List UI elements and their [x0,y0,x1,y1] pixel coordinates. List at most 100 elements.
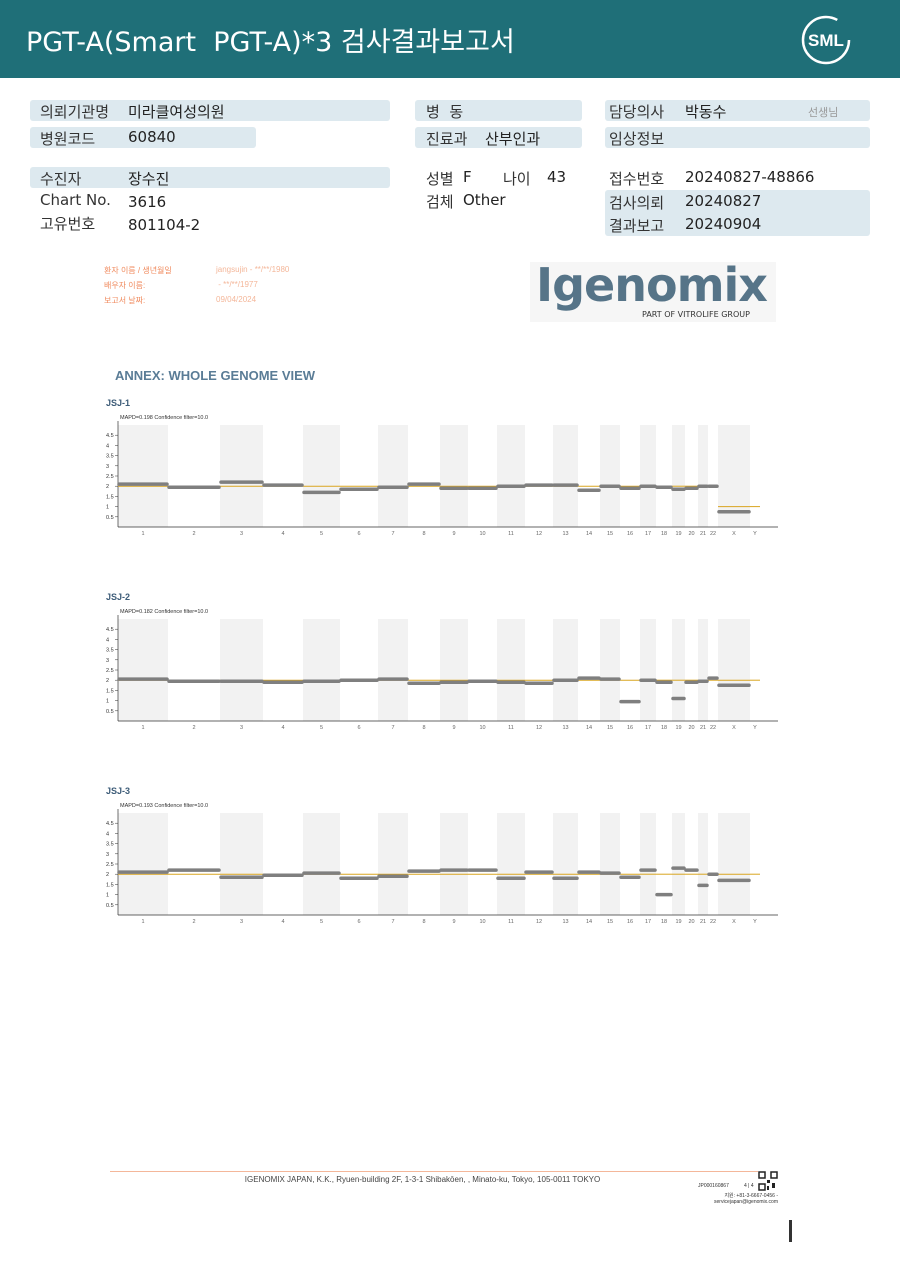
x-tick-label: 15 [607,725,613,731]
field-label: 접수번호 [609,170,665,188]
y-tick-label: 1 [106,699,109,705]
x-tick-label: 17 [645,919,651,925]
x-tick-label: 12 [536,919,542,925]
footer-code: JP000160867 [698,1183,729,1189]
x-tick-label: 7 [391,725,394,731]
x-tick-label: 11 [508,725,514,731]
lab-label: 환자 이름 / 생년월일 [104,266,172,275]
x-tick-label: 3 [240,725,243,731]
qr-corner [758,1183,766,1191]
footer-page: 4 | 4 [744,1183,754,1189]
chromosome-band [220,813,263,915]
footer-rule [110,1171,778,1172]
qr-corner [758,1171,766,1179]
field-value: Other [463,191,506,209]
chromosome-band [303,619,340,721]
y-tick-label: 4.5 [106,821,114,827]
chromosome-band [553,619,578,721]
field-label: 검사의뢰 [609,194,665,212]
field-value: 20240827-48866 [685,168,815,186]
x-tick-label: 9 [452,531,455,537]
chromosome-band [698,425,708,527]
plot-name: JSJ-1 [106,398,130,408]
igenomix-logo-bg [530,262,776,322]
x-tick-label: 4 [281,725,284,731]
x-tick-label: 18 [661,725,667,731]
y-tick-label: 3 [106,658,109,664]
footer-email: servicejapan@igenomix.com [714,1199,778,1205]
field-label: 병원코드 [40,130,96,148]
chromosome-band [378,619,408,721]
x-tick-label: 8 [422,531,425,537]
field-label: 검체 [426,193,454,211]
x-tick-label: 3 [240,919,243,925]
x-tick-label: 22 [710,725,716,731]
y-tick-label: 4.5 [106,627,114,633]
qr-cell [772,1183,775,1188]
x-tick-label: 21 [700,725,706,731]
y-tick-label: 1.5 [106,882,114,888]
lab-value: 09/04/2024 [216,295,257,304]
y-tick-label: 2.5 [106,474,114,480]
x-tick-label: 22 [710,531,716,537]
x-tick-label: 5 [320,725,323,731]
x-tick-label: X [732,531,736,537]
y-tick-label: 1.5 [106,494,114,500]
x-tick-label: 19 [675,919,681,925]
y-tick-label: 3.5 [106,454,114,460]
x-tick-label: 1 [141,725,144,731]
chromosome-band [640,425,656,527]
x-tick-label: 6 [357,725,360,731]
x-tick-label: X [732,725,736,731]
x-tick-label: 7 [391,919,394,925]
lab-value: - **/**/1977 [216,280,258,289]
x-tick-label: 15 [607,531,613,537]
field-label: 고유번호 [40,215,96,233]
x-tick-label: 17 [645,531,651,537]
x-tick-label: 18 [661,919,667,925]
field-value: F [463,168,472,186]
chromosome-band [303,813,340,915]
lab-label: 배우자 이름: [104,281,146,290]
field-box [605,190,870,236]
x-tick-label: 2 [192,531,195,537]
x-tick-label: 1 [141,531,144,537]
qr-corner [770,1171,778,1179]
x-tick-label: 19 [675,725,681,731]
report-title: PGT-A(Smart PGT-A)*3 검사결과보고서 [26,27,515,58]
field-box [30,167,390,188]
qr-cell [767,1186,769,1190]
footer-address: IGENOMIX JAPAN, K.K., Ryuen-building 2F,… [244,1175,601,1184]
chromosome-band [718,619,750,721]
x-tick-label: 14 [586,531,592,537]
y-tick-label: 2.5 [106,668,114,674]
y-tick-label: 2.5 [106,862,114,868]
y-tick-label: 4.5 [106,433,114,439]
field-box [415,100,582,121]
plot-subtitle: MAPD=0.193 Confidence filter=10.0 [120,803,208,809]
chromosome-band [672,813,685,915]
y-tick-label: 0.5 [106,709,114,715]
x-tick-label: Y [753,725,757,731]
x-tick-label: 16 [627,725,633,731]
chromosome-band [640,813,656,915]
plot-name: JSJ-2 [106,592,130,602]
x-tick-label: 15 [607,919,613,925]
x-tick-label: 5 [320,919,323,925]
x-tick-label: 17 [645,725,651,731]
field-label: 임상정보 [609,130,665,148]
chromosome-band [497,813,525,915]
x-tick-label: 9 [452,725,455,731]
igenomix-logo: Igenomix [536,258,768,312]
y-tick-label: 3.5 [106,842,114,848]
field-label: 진료과 [426,130,468,148]
field-value: 60840 [128,128,176,146]
x-tick-label: 6 [357,919,360,925]
x-tick-label: 14 [586,919,592,925]
field-label: 수진자 [40,170,82,188]
x-tick-label: 5 [320,531,323,537]
y-tick-label: 2 [106,484,109,490]
x-tick-label: X [732,919,736,925]
page-marker [789,1220,792,1242]
chromosome-band [698,813,708,915]
